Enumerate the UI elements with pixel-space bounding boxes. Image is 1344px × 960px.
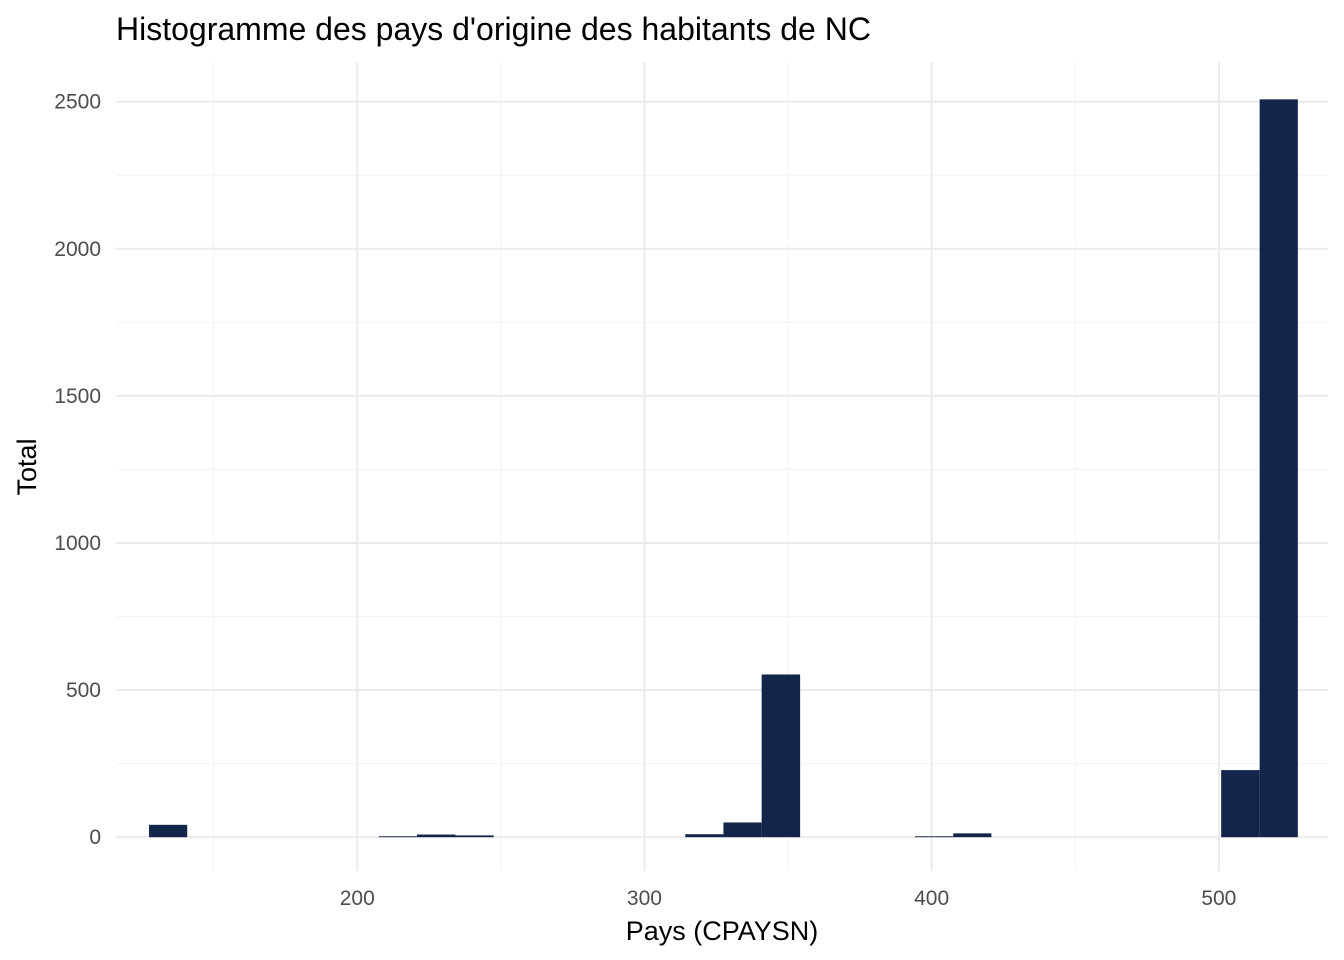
bars-layer: [149, 99, 1298, 838]
histogram-bar: [1259, 99, 1298, 838]
y-tick-label: 1500: [54, 385, 101, 408]
chart-title: Histogramme des pays d'origine des habit…: [116, 11, 871, 47]
x-tick-label: 300: [627, 887, 662, 910]
grid-layer: [116, 62, 1328, 871]
x-tick-label: 200: [340, 887, 375, 910]
y-tick-label: 500: [66, 679, 101, 702]
y-tick-label: 2000: [54, 238, 101, 261]
y-axis-label: Total: [12, 438, 42, 495]
histogram-bar: [1221, 770, 1260, 838]
histogram-bar: [915, 836, 954, 838]
histogram-bar: [761, 674, 801, 838]
histogram-bar: [378, 836, 417, 838]
histogram-bar: [149, 824, 188, 838]
histogram-bar: [723, 822, 762, 838]
histogram-bar: [455, 835, 494, 838]
histogram-bar: [416, 834, 456, 838]
y-tick-label: 1000: [54, 532, 101, 555]
y-tick-label: 0: [89, 826, 101, 849]
y-tick-label: 2500: [54, 91, 101, 114]
x-tick-label: 500: [1201, 887, 1236, 910]
ticks-layer: 0 500 1000 1500 2000 2500 200 300 400 500: [54, 91, 1236, 910]
x-axis-label: Pays (CPAYSN): [626, 916, 819, 946]
histogram-bar: [685, 834, 724, 838]
x-tick-label: 400: [914, 887, 949, 910]
histogram-bar: [953, 833, 992, 838]
